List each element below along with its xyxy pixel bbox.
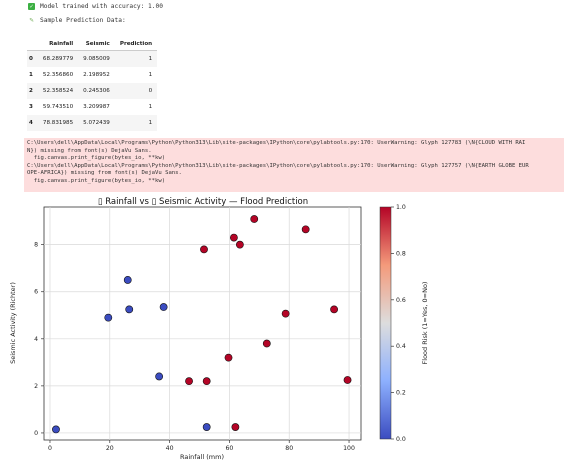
warning-line: fig.canvas.print_figure(bytes_io, **kw)	[27, 155, 561, 163]
scatter-point	[230, 234, 237, 241]
scatter-point	[302, 226, 309, 233]
x-tick-label: 20	[106, 445, 114, 452]
table-row: 1 52.356860 2.198952 1	[27, 67, 157, 83]
scatter-point	[251, 215, 258, 222]
x-axis-ticks: 0 20 40 60 80 100	[48, 440, 355, 452]
seismic-cell: 9.085009	[78, 51, 115, 68]
plot-area	[44, 207, 361, 440]
scatter-point	[330, 306, 337, 313]
rainfall-cell: 52.358524	[38, 83, 78, 99]
scatter-point	[203, 423, 210, 430]
warning-line: fig.canvas.print_figure(bytes_io, **kw)	[27, 178, 561, 186]
rainfall-cell: 59.743510	[38, 99, 78, 115]
pencil-icon: ✎	[28, 17, 35, 24]
row-index: 3	[27, 99, 38, 115]
chart-title: ▯ Rainfall vs ▯ Seismic Activity — Flood…	[98, 197, 308, 207]
prediction-cell: 0	[115, 83, 157, 99]
y-tick-label: 6	[34, 289, 38, 296]
y-axis-label: Seismic Activity (Richter)	[9, 282, 17, 364]
colorbar-tick-label: 0.8	[396, 250, 406, 257]
rainfall-cell: 68.289779	[38, 51, 78, 68]
colorbar-tick-label: 0.6	[396, 297, 406, 304]
x-tick-label: 80	[285, 445, 293, 452]
sample-data-text: Sample Prediction Data:	[40, 17, 126, 24]
prediction-cell: 1	[115, 51, 157, 68]
table-row: 2 52.358524 0.245306 0	[27, 83, 157, 99]
training-status-line: ✓ Model trained with accuracy: 1.00	[28, 3, 163, 10]
warning-line: C:\Users\dell\AppData\Local\Programs\Pyt…	[27, 163, 561, 171]
table-row: 0 68.289779 9.085009 1	[27, 51, 157, 68]
seismic-cell: 0.245306	[78, 83, 115, 99]
index-header	[27, 38, 38, 51]
x-axis-label: Rainfall (mm)	[180, 453, 224, 461]
table-row: 4 78.831985 5.072439 1	[27, 115, 157, 131]
table-header-row: Rainfall Seismic Prediction	[27, 38, 157, 51]
training-status-text: Model trained with accuracy: 1.00	[40, 3, 163, 10]
table-row: 3 59.743510 3.209987 1	[27, 99, 157, 115]
prediction-cell: 1	[115, 115, 157, 131]
scatter-point	[126, 306, 133, 313]
colorbar	[380, 207, 391, 439]
colorbar-ticks: 0.0 0.2 0.4 0.6 0.8 1.0	[391, 204, 406, 443]
scatter-point	[105, 314, 112, 321]
row-index: 2	[27, 83, 38, 99]
scatter-point	[200, 246, 207, 253]
x-tick-label: 60	[225, 445, 233, 452]
colorbar-tick-label: 0.0	[396, 436, 406, 443]
check-icon: ✓	[28, 3, 35, 10]
colorbar-tick-label: 0.2	[396, 390, 406, 397]
x-tick-label: 40	[166, 445, 174, 452]
x-tick-label: 0	[48, 445, 52, 452]
rainfall-cell: 52.356860	[38, 67, 78, 83]
scatter-point	[52, 426, 59, 433]
colorbar-label: Flood Risk (1=Yes, 0=No)	[421, 282, 429, 365]
scatter-point	[232, 423, 239, 430]
row-index: 4	[27, 115, 38, 131]
scatter-point	[203, 378, 210, 385]
prediction-cell: 1	[115, 67, 157, 83]
stderr-warning-output: C:\Users\dell\AppData\Local\Programs\Pyt…	[24, 138, 564, 192]
colorbar-tick-label: 0.4	[396, 343, 406, 350]
seismic-cell: 5.072439	[78, 115, 115, 131]
colorbar-tick-label: 1.0	[396, 204, 406, 211]
seismic-cell: 3.209987	[78, 99, 115, 115]
prediction-dataframe: Rainfall Seismic Prediction 0 68.289779 …	[27, 38, 157, 131]
y-tick-label: 2	[34, 383, 38, 390]
scatter-point	[263, 340, 270, 347]
seismic-cell: 2.198952	[78, 67, 115, 83]
prediction-cell: 1	[115, 99, 157, 115]
column-header: Prediction	[115, 38, 157, 51]
y-axis-ticks: 0 2 4 6 8	[34, 242, 44, 437]
row-index: 0	[27, 51, 38, 68]
scatter-point	[236, 241, 243, 248]
scatter-point	[185, 378, 192, 385]
warning-line: N}) missing from font(s) DejaVu Sans.	[27, 148, 561, 156]
scatter-point	[156, 373, 163, 380]
rainfall-cell: 78.831985	[38, 115, 78, 131]
flood-scatter-chart: ▯ Rainfall vs ▯ Seismic Activity — Flood…	[0, 193, 564, 463]
scatter-point	[225, 354, 232, 361]
scatter-point	[124, 276, 131, 283]
y-tick-label: 8	[34, 242, 38, 249]
x-tick-label: 100	[343, 445, 355, 452]
column-header: Seismic	[78, 38, 115, 51]
scatter-point	[282, 310, 289, 317]
scatter-point	[160, 303, 167, 310]
warning-line: C:\Users\dell\AppData\Local\Programs\Pyt…	[27, 140, 561, 148]
column-header: Rainfall	[38, 38, 78, 51]
scatter-point	[344, 376, 351, 383]
y-tick-label: 4	[34, 336, 38, 343]
sample-data-line: ✎ Sample Prediction Data:	[28, 17, 126, 24]
y-tick-label: 0	[34, 430, 38, 437]
row-index: 1	[27, 67, 38, 83]
warning-line: OPE-AFRICA}) missing from font(s) DejaVu…	[27, 170, 561, 178]
